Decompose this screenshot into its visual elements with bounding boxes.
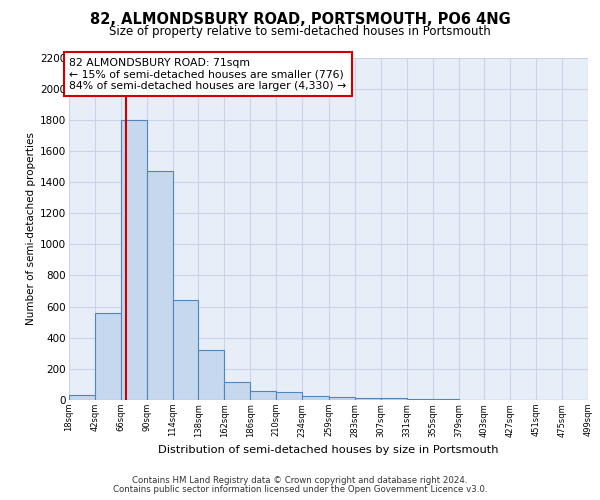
Bar	[433, 399, 458, 400]
Bar	[381, 398, 407, 400]
Bar	[407, 399, 433, 400]
Y-axis label: Number of semi-detached properties: Number of semi-detached properties	[26, 132, 36, 325]
Bar	[173, 300, 199, 400]
Bar	[199, 350, 224, 400]
Text: 82 ALMONDSBURY ROAD: 71sqm
← 15% of semi-detached houses are smaller (776)
84% o: 82 ALMONDSBURY ROAD: 71sqm ← 15% of semi…	[69, 58, 346, 90]
Text: Size of property relative to semi-detached houses in Portsmouth: Size of property relative to semi-detach…	[109, 25, 491, 38]
X-axis label: Distribution of semi-detached houses by size in Portsmouth: Distribution of semi-detached houses by …	[158, 445, 499, 455]
Bar	[69, 396, 95, 400]
Bar	[146, 171, 173, 400]
Text: Contains HM Land Registry data © Crown copyright and database right 2024.: Contains HM Land Registry data © Crown c…	[132, 476, 468, 485]
Bar	[121, 120, 146, 400]
Text: Contains public sector information licensed under the Open Government Licence v3: Contains public sector information licen…	[113, 484, 487, 494]
Bar	[355, 398, 381, 400]
Text: 82, ALMONDSBURY ROAD, PORTSMOUTH, PO6 4NG: 82, ALMONDSBURY ROAD, PORTSMOUTH, PO6 4N…	[89, 12, 511, 28]
Bar	[224, 382, 250, 400]
Bar	[276, 392, 302, 400]
Bar	[95, 313, 121, 400]
Bar	[329, 397, 355, 400]
Bar	[250, 390, 276, 400]
Bar	[302, 396, 329, 400]
